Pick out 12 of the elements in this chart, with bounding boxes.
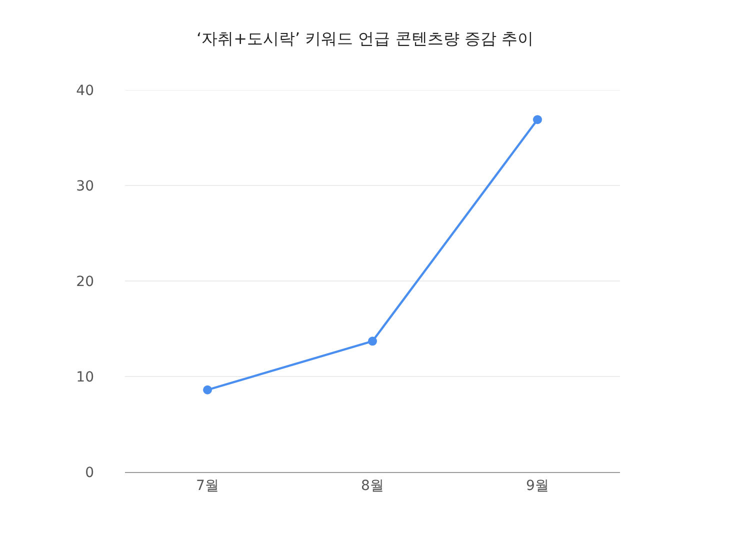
point xyxy=(368,336,377,346)
y-tick-label: 10 xyxy=(76,369,94,386)
y-tick-label: 30 xyxy=(76,178,94,194)
x-tick-label: 7월 xyxy=(196,478,219,494)
y-tick-label: 20 xyxy=(76,274,94,290)
y-tick-label: 0 xyxy=(85,464,94,481)
point xyxy=(533,115,542,124)
x-tick-label: 9월 xyxy=(526,478,549,494)
point xyxy=(203,385,212,394)
x-tick-label: 8월 xyxy=(361,478,384,494)
y-tick-label: 40 xyxy=(76,82,94,99)
chart-title: ‘자취+도시락’ 키워드 언급 콘텐츠량 증감 추이 xyxy=(196,29,534,48)
